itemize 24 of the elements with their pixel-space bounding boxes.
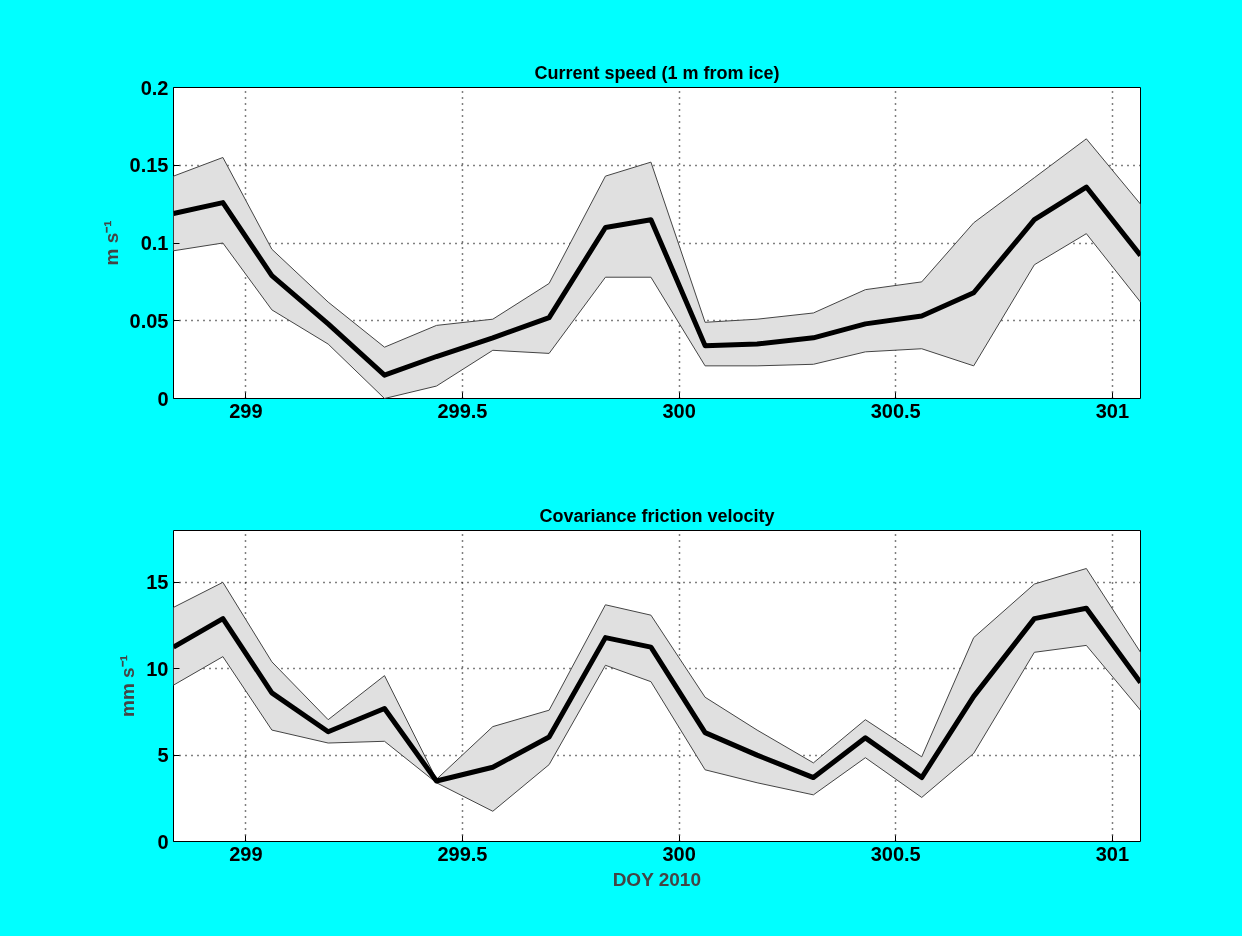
x-tick-label: 299	[229, 399, 263, 422]
y-tick-label: 5	[157, 744, 169, 767]
x-tick-label: 299	[229, 842, 263, 865]
x-tick-label: 300	[662, 399, 696, 422]
x-tick-label: 299.5	[437, 842, 488, 865]
y-tick-label: 0.05	[129, 309, 169, 332]
y-tick-label: 0	[157, 830, 169, 853]
x-tick-label: 300	[662, 842, 696, 865]
x-axis-title: DOY 2010	[612, 868, 702, 890]
chart-title: Current speed (1 m from ice)	[534, 62, 780, 83]
y-tick-label: 0	[157, 387, 169, 410]
x-tick-label: 300.5	[870, 399, 921, 422]
y-axis-title: mm s⁻¹	[117, 655, 139, 717]
y-tick-label: 15	[146, 571, 169, 594]
chart-title: Covariance friction velocity	[539, 505, 775, 526]
y-axis-title: m s⁻¹	[100, 220, 122, 266]
y-tick-label: 0.1	[140, 232, 169, 254]
y-tick-label: 0.2	[140, 76, 169, 99]
y-tick-label: 0.15	[129, 154, 169, 177]
x-tick-label: 299.5	[437, 399, 488, 422]
x-tick-label: 301	[1095, 842, 1130, 865]
x-tick-label: 300.5	[870, 842, 921, 865]
x-tick-label: 301	[1095, 399, 1130, 422]
y-tick-label: 10	[146, 657, 169, 680]
